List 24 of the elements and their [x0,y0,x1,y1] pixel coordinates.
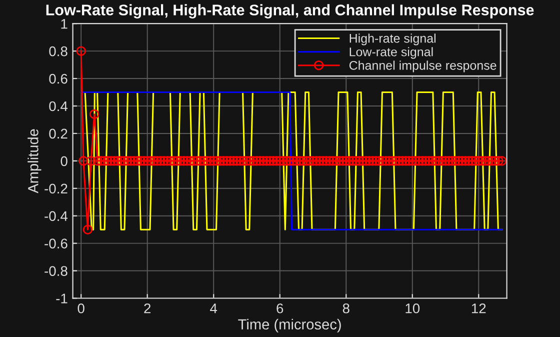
x-tick-label: 0 [78,303,84,314]
y-tick-label: 0.8 [49,46,68,56]
y-tick-label: -0.6 [44,238,68,248]
y-tick-label: 1 [61,19,68,29]
y-tick-label: 0 [60,156,68,166]
y-tick-label: 0.2 [49,128,68,139]
y-tick-label: -1 [56,294,68,304]
x-tick-label: 12 [472,303,486,314]
x-axis-title: Time (microsec) [238,318,341,332]
x-tick-label: 4 [210,304,218,314]
y-tick-label: -0.2 [44,184,68,194]
chart-title: Low-Rate Signal, High-Rate Signal, and Channel Impulse Response [46,4,534,18]
y-tick-label: -0.8 [44,266,68,276]
y-tick-label: 0.4 [49,101,68,112]
legend-label: Low-rate signal [350,47,433,59]
x-tick-label: 8 [342,303,350,314]
x-tick-label: 6 [276,303,284,314]
x-tick-label: 10 [406,303,420,314]
legend-label: Channel impulse response [349,60,496,72]
x-tick-label: 2 [144,303,151,314]
y-tick-label: -0.4 [44,211,68,222]
y-tick-label: 0.6 [49,74,68,84]
legend-label: High-rate signal [350,34,436,46]
y-axis-title: Amplitude [28,129,42,194]
